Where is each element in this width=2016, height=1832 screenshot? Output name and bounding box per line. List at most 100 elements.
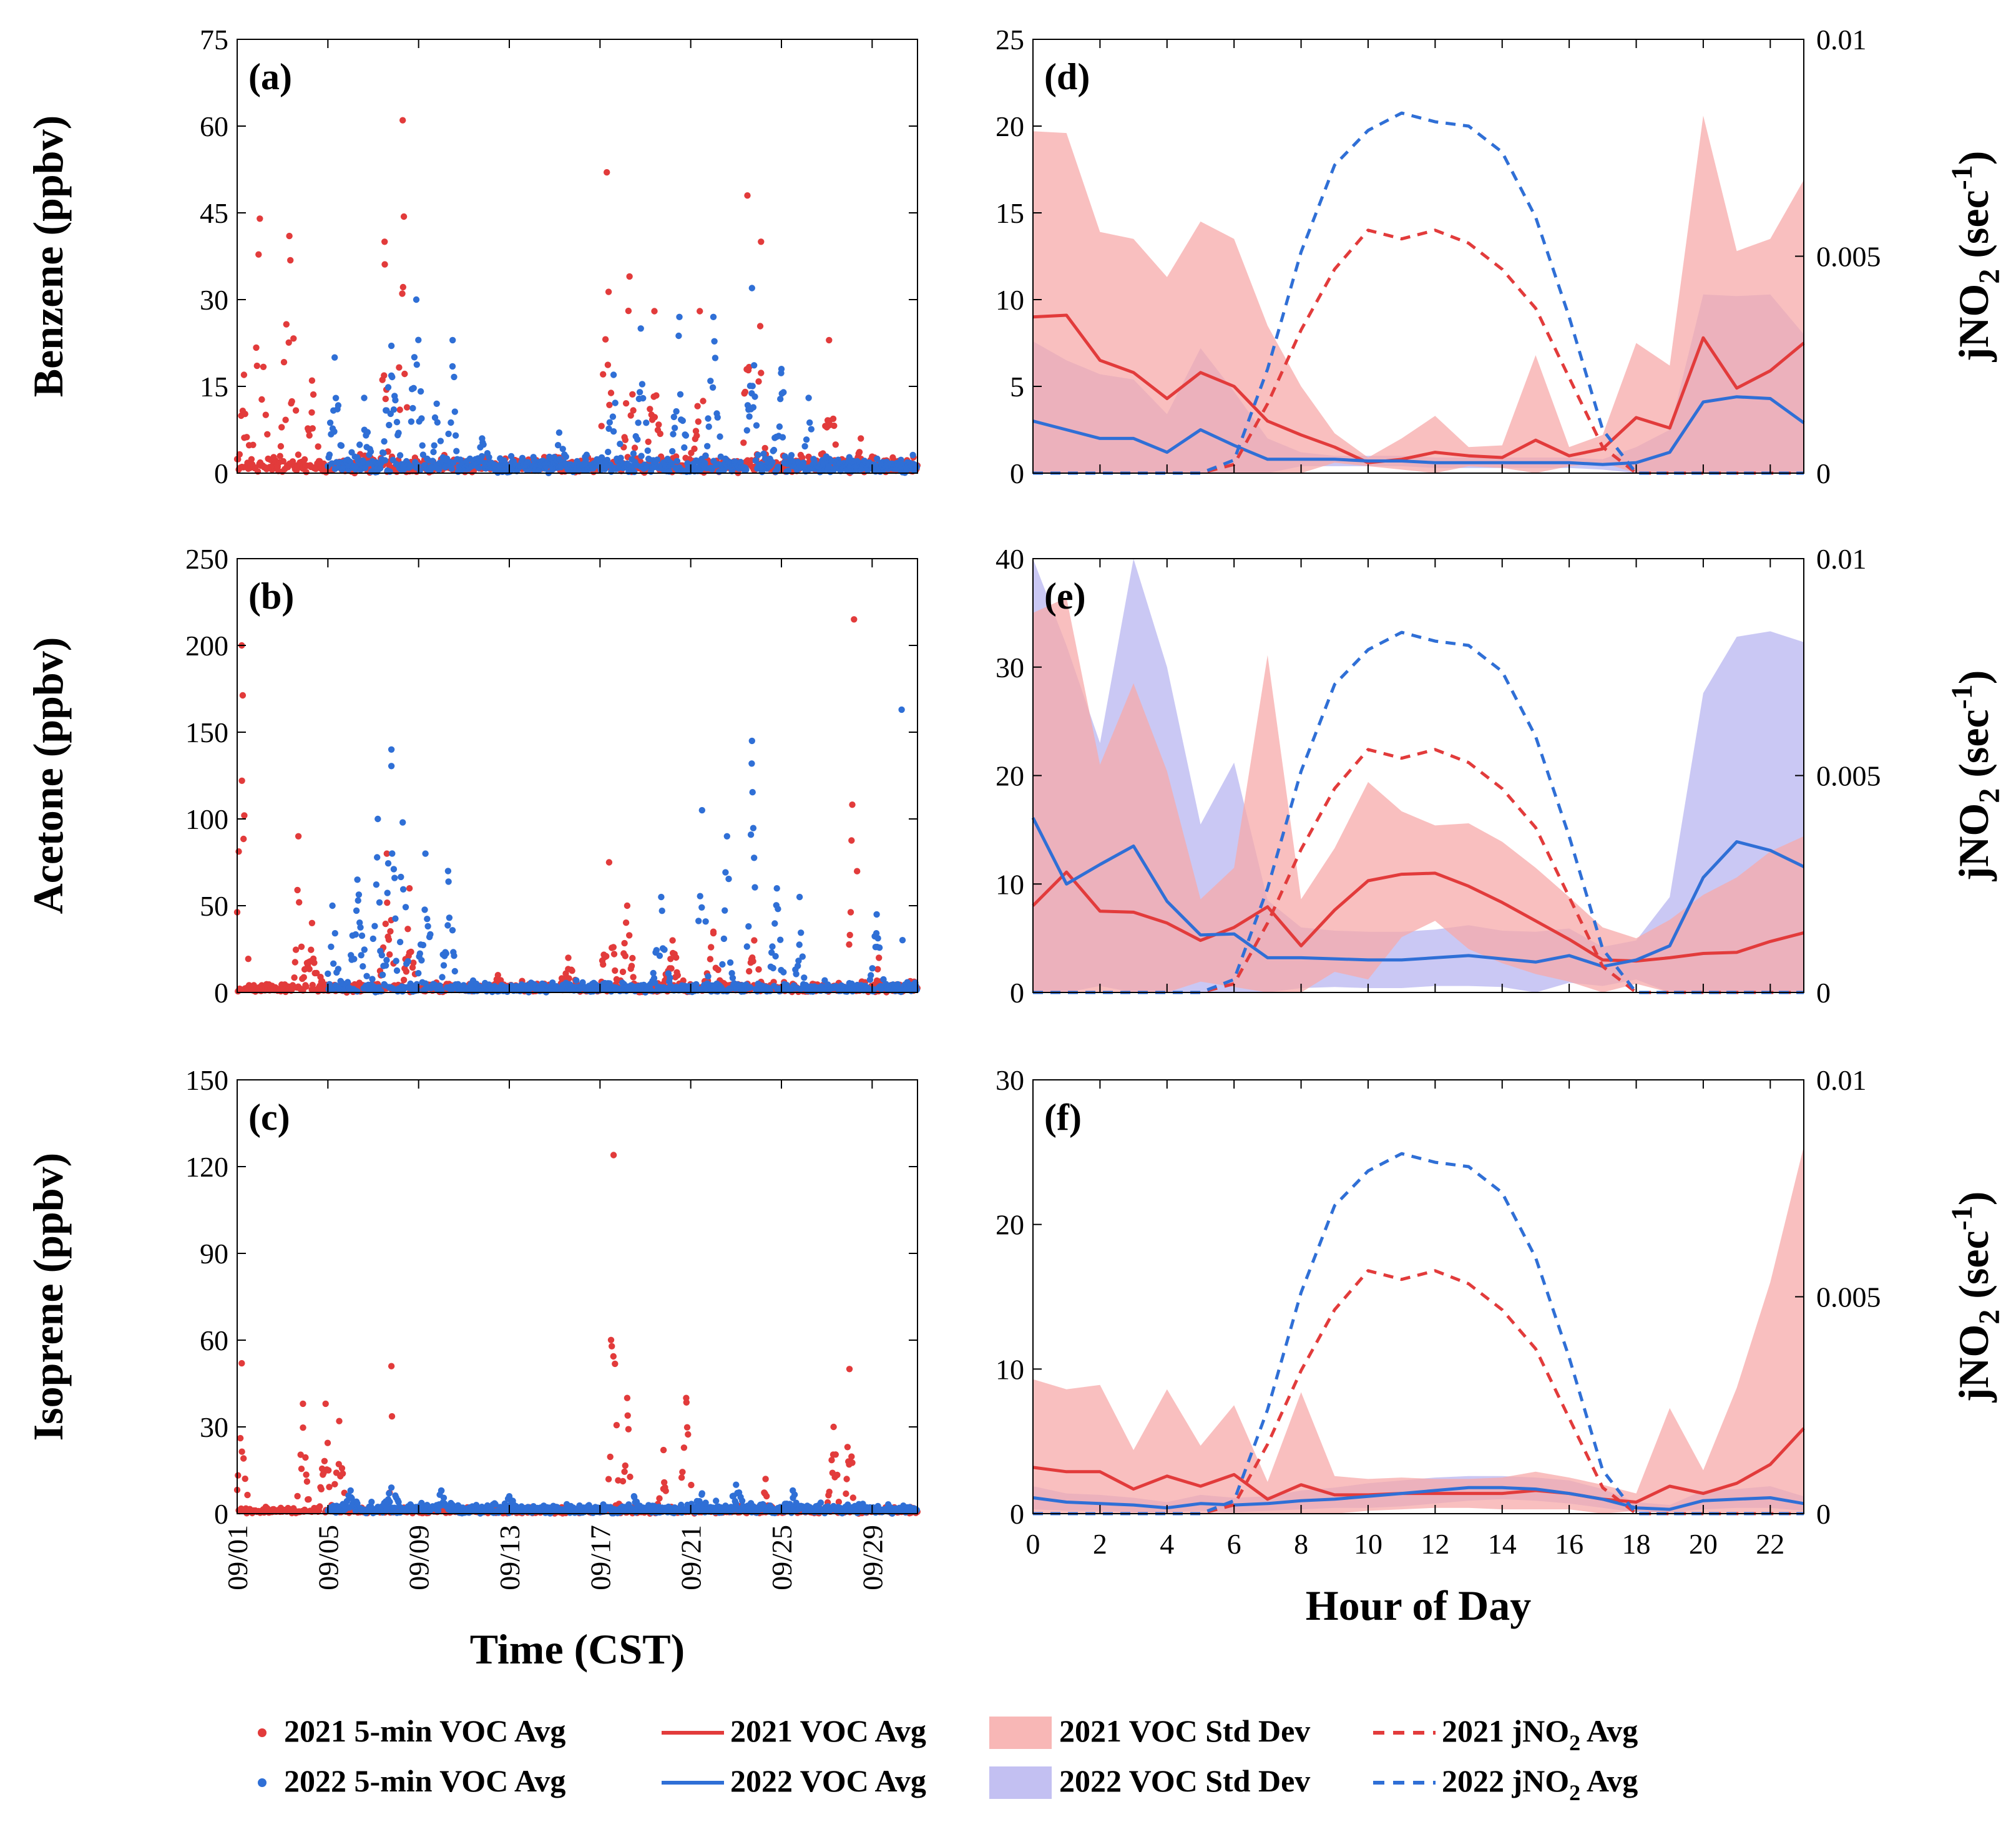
y-tick-label: 250 (185, 543, 228, 575)
data-point (755, 966, 762, 973)
data-point (769, 459, 776, 466)
data-point (475, 464, 482, 471)
data-point (404, 926, 411, 933)
data-point (655, 421, 662, 428)
data-point (451, 408, 458, 415)
data-point (681, 444, 688, 451)
peak-point (710, 313, 717, 320)
data-point (715, 966, 722, 974)
data-point (657, 430, 664, 438)
data-point (276, 453, 283, 459)
data-point (332, 394, 340, 401)
data-point (478, 453, 486, 460)
peak-point (723, 833, 731, 840)
data-point (384, 384, 392, 391)
data-point (788, 452, 795, 459)
peak-point (286, 232, 293, 240)
data-point (627, 412, 634, 419)
data-point (351, 956, 358, 963)
data-point (236, 451, 243, 458)
panel-label: (a) (248, 56, 292, 97)
data-point (780, 389, 787, 396)
data-point (625, 307, 632, 315)
data-point (387, 928, 394, 935)
data-point (419, 941, 427, 949)
x-tick-label: 09/05 (312, 1525, 344, 1590)
data-point (678, 1474, 685, 1481)
data-point (390, 406, 398, 413)
data-point (770, 446, 778, 454)
y-tick-label: 150 (185, 717, 228, 748)
data-point (621, 1468, 628, 1475)
data-point (415, 336, 422, 343)
data-point (582, 456, 589, 464)
data-point (606, 401, 613, 408)
data-point (683, 1424, 691, 1431)
data-point (290, 335, 297, 342)
data-point (316, 1503, 323, 1510)
data-point (846, 931, 853, 939)
peak-point (751, 937, 758, 944)
data-point (486, 454, 492, 461)
data-point (395, 429, 402, 436)
data-point (415, 970, 422, 977)
data-point (722, 869, 729, 876)
data-point (242, 411, 248, 418)
data-point (697, 893, 703, 899)
data-point (746, 967, 753, 975)
data-point (255, 251, 262, 258)
data-point (408, 418, 415, 425)
peak-point (790, 1487, 796, 1494)
data-point (832, 1451, 839, 1458)
data-point (388, 1413, 396, 1420)
data-point (421, 906, 428, 913)
peak-point (347, 1487, 354, 1494)
data-point (409, 404, 416, 412)
data-point (605, 1476, 612, 1482)
peak-point (381, 238, 388, 245)
data-point (854, 868, 861, 874)
data-point (283, 321, 290, 328)
data-point (750, 958, 756, 965)
data-point (763, 1492, 770, 1500)
data-point (364, 429, 371, 436)
data-point (682, 432, 690, 439)
data-point (737, 459, 744, 466)
data-point (411, 354, 418, 361)
data-point (644, 447, 652, 454)
data-point (260, 363, 267, 370)
data-point (289, 458, 296, 465)
data-point (583, 451, 590, 458)
peak-point (697, 308, 703, 315)
data-point (705, 415, 712, 422)
data-point (239, 692, 247, 699)
peak-point (388, 1363, 395, 1369)
data-point (419, 451, 427, 458)
data-point (448, 465, 455, 472)
peak-point (388, 1484, 395, 1491)
data-point (679, 417, 687, 424)
data-point (648, 987, 655, 994)
data-point (777, 936, 784, 943)
data-point (401, 370, 408, 378)
data-point (638, 453, 645, 459)
y-tick-label: 30 (200, 1411, 228, 1443)
data-point (445, 430, 452, 438)
data-point (382, 395, 389, 403)
data-point (389, 850, 396, 857)
data-point (746, 413, 753, 420)
data-point (756, 323, 764, 330)
data-point (743, 466, 750, 473)
data-point (725, 875, 732, 883)
data-point (378, 952, 385, 959)
data-point (291, 959, 298, 966)
axes-frame (237, 39, 918, 474)
peak-point (479, 435, 486, 442)
plot-area (237, 39, 917, 473)
data-point (720, 935, 728, 943)
data-point (451, 373, 458, 381)
data-point (704, 443, 711, 449)
data-point (610, 951, 618, 958)
peak-point (846, 1366, 853, 1373)
data-point (613, 1422, 620, 1429)
